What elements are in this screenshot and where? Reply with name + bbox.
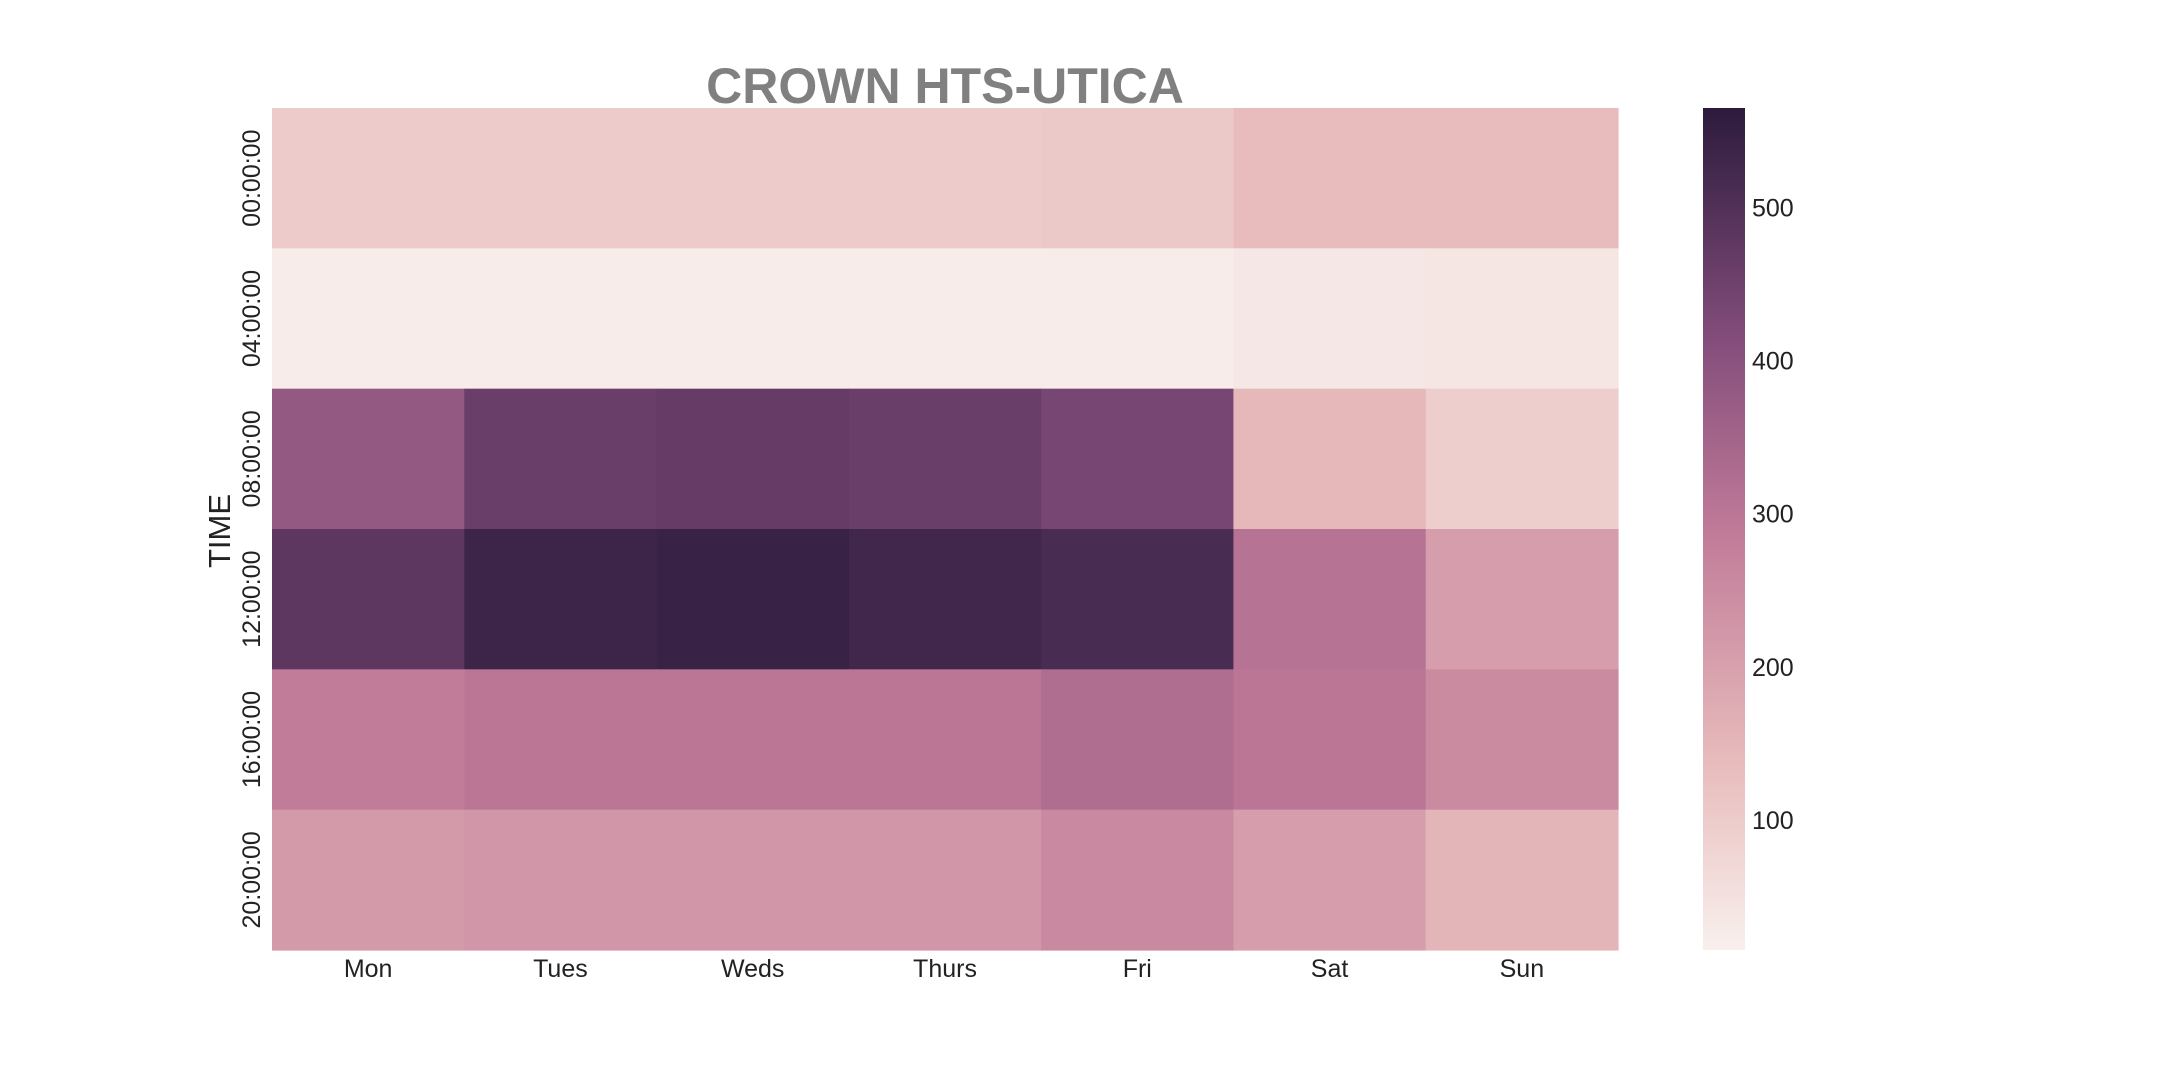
heatmap-cell [848, 108, 1042, 249]
heatmap-cell [464, 388, 658, 530]
heatmap-cell [848, 669, 1042, 811]
heatmap-cell [464, 529, 658, 670]
x-tick-label: Tues [533, 955, 588, 983]
colorbar-tick-label: 300 [1752, 501, 1794, 529]
heatmap-cell [464, 809, 658, 951]
heatmap-cell [656, 809, 850, 951]
heatmap-cells [272, 108, 1619, 951]
heatmap-cell [848, 388, 1042, 530]
x-tick-label: Weds [721, 955, 784, 983]
heatmap-cell [656, 529, 850, 670]
colorbar-tick-labels: 100 200 300 400 500 [1752, 195, 1794, 835]
heatmap-cell [1425, 809, 1619, 951]
heatmap-cell [1041, 248, 1235, 390]
heatmap-cell [1041, 809, 1235, 951]
heatmap-cell [1041, 108, 1235, 249]
x-tick-label: Thurs [913, 955, 977, 983]
heatmap-cell [272, 669, 465, 811]
chart-title: CROWN HTS-UTICA [706, 58, 1184, 114]
y-tick-label: 04:00:00 [238, 270, 266, 367]
colorbar-tick-label: 200 [1752, 654, 1794, 682]
heatmap-cell [1233, 669, 1427, 811]
heatmap-cell [272, 809, 465, 951]
x-tick-labels: Mon Tues Weds Thurs Fri Sat Sun [344, 955, 1544, 983]
colorbar [1703, 108, 1745, 950]
heatmap-cell [1425, 388, 1619, 530]
heatmap-cell [656, 669, 850, 811]
colorbar-tick-label: 500 [1752, 195, 1794, 223]
heatmap-cell [464, 108, 658, 249]
heatmap-cell [464, 669, 658, 811]
heatmap-cell [1041, 388, 1235, 530]
heatmap-cell [848, 529, 1042, 670]
x-tick-label: Fri [1123, 955, 1152, 983]
heatmap-cell [656, 108, 850, 249]
heatmap-cell [1425, 529, 1619, 670]
y-tick-labels: 00:00:00 04:00:00 08:00:00 12:00:00 16:00:00… [238, 130, 266, 929]
heatmap-cell [848, 809, 1042, 951]
heatmap-cell [1041, 669, 1235, 811]
heatmap-cell [1233, 809, 1427, 951]
x-tick-label: Sat [1311, 955, 1349, 983]
y-tick-label: 20:00:00 [238, 831, 266, 928]
colorbar-tick-label: 400 [1752, 348, 1794, 376]
heatmap-cell [272, 388, 465, 530]
heatmap-cell [1233, 248, 1427, 390]
heatmap-cell [1041, 529, 1235, 670]
y-tick-label: 08:00:00 [238, 410, 266, 507]
heatmap-cell [1425, 669, 1619, 811]
heatmap-cell [656, 388, 850, 530]
y-axis-label: TIME [202, 494, 237, 568]
heatmap-cell [1233, 388, 1427, 530]
heatmap-cell [1233, 529, 1427, 670]
heatmap-cell [1233, 108, 1427, 249]
heatmap-cell [272, 529, 465, 670]
heatmap-cell [464, 248, 658, 390]
y-tick-label: 00:00:00 [238, 130, 266, 227]
heatmap-cell [1425, 108, 1619, 249]
heatmap-cell [272, 108, 465, 249]
x-tick-label: Mon [344, 955, 393, 983]
heatmap-cell [1425, 248, 1619, 390]
heatmap-cell [272, 248, 465, 390]
heatmap-cell [656, 248, 850, 390]
y-tick-label: 12:00:00 [238, 551, 266, 648]
x-tick-label: Sun [1500, 955, 1544, 983]
colorbar-tick-label: 100 [1752, 807, 1794, 835]
heatmap-cell [848, 248, 1042, 390]
y-tick-label: 16:00:00 [238, 691, 266, 788]
